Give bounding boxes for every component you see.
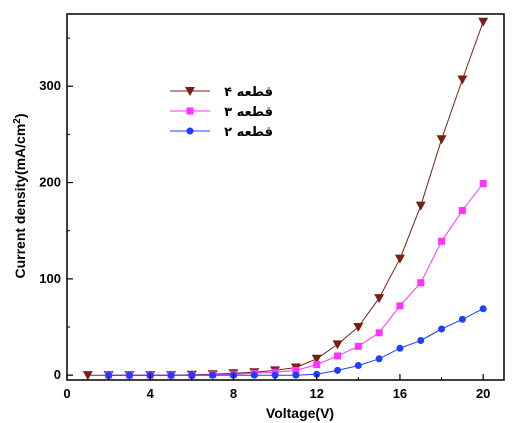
data-point [354,362,362,370]
data-point [209,371,217,379]
legend-item: قطعه ۴ [170,85,273,100]
legend: قطعه ۴ قطعه ۳ قطعه ۲ [170,85,273,140]
legend-marker [186,107,194,115]
data-point [334,352,342,360]
legend-item: قطعه ۲ [170,125,273,140]
data-point [374,294,385,304]
data-point [396,302,404,310]
data-point [478,17,489,27]
data-point [415,201,426,211]
series-3 [105,305,487,379]
data-point [250,371,258,379]
x-axis-label: Voltage(V) [266,405,334,421]
y-tick-label: 0 [54,367,61,382]
data-point [271,371,279,379]
series-line [108,183,484,376]
data-point [438,325,446,333]
data-point [458,315,466,323]
data-point [396,344,404,352]
y-axis: 0 100 200 300 [39,37,73,382]
data-point [353,323,364,333]
y-tick-label: 200 [39,175,61,190]
x-tick-label: 0 [63,386,70,401]
data-point [436,135,447,145]
data-point [479,180,487,188]
x-tick-label: 8 [230,386,237,401]
data-point [167,371,175,379]
data-point [292,366,300,374]
data-point [417,337,425,345]
data-point [375,329,383,337]
data-point [354,342,362,350]
x-axis: 0 4 8 12 16 20 [63,374,490,401]
data-point [313,361,321,369]
x-tick-label: 20 [476,386,490,401]
legend-marker [186,127,194,135]
y-axis-label-sup: 2 [12,118,23,124]
data-point [394,254,405,264]
data-point [188,371,196,379]
data-point [311,354,322,364]
data-point [457,75,468,85]
data-point [438,237,446,245]
data-point [334,366,342,374]
legend-label: قطعه ۲ [224,125,273,140]
data-point [479,305,487,313]
data-point [458,206,466,214]
x-tick-label: 4 [147,386,155,401]
series-2 [105,180,487,379]
x-tick-label: 16 [393,386,407,401]
y-axis-label-close: ) [12,113,28,118]
data-point [292,371,300,379]
series-layer [82,17,489,381]
y-axis-label-main: Current density(mA/cm [12,124,28,279]
y-tick-label: 300 [39,78,61,93]
data-point [375,355,383,363]
data-point [105,371,113,379]
legend-label: قطعه ۳ [224,105,273,120]
data-point [332,340,343,350]
y-tick-label: 100 [39,271,61,286]
y-axis-label: Current density(mA/cm2) [12,113,28,278]
series-1 [82,17,489,381]
data-point [82,371,93,381]
legend-label: قطعه ۴ [224,85,273,100]
legend-marker [185,87,195,96]
legend-item: قطعه ۳ [170,105,273,120]
plot-frame [66,13,505,381]
x-tick-label: 12 [309,386,323,401]
data-point [417,279,425,287]
series-line [87,21,484,376]
data-point [125,371,133,379]
